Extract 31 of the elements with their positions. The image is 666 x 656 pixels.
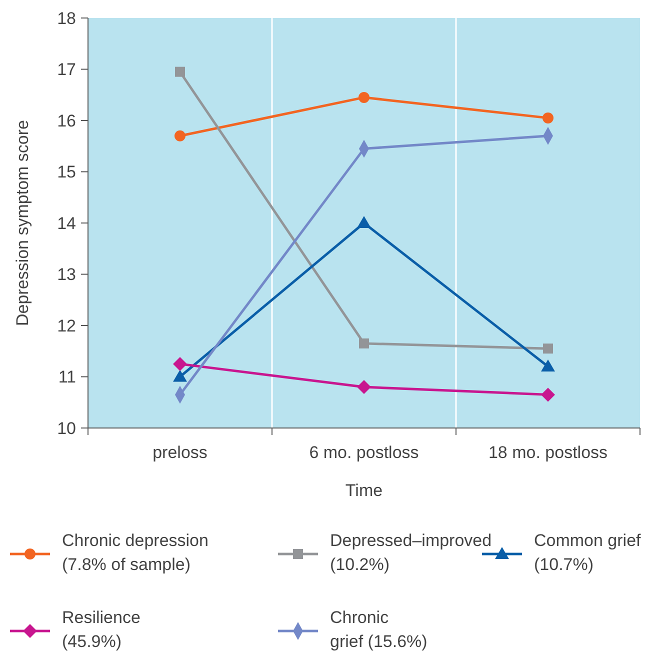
point — [543, 344, 553, 354]
point — [173, 356, 187, 371]
y-tick-label: 18 — [57, 8, 76, 28]
y-tick-label: 13 — [57, 265, 76, 284]
point — [357, 216, 371, 228]
point — [541, 388, 555, 402]
y-tick-label: 10 — [57, 418, 76, 438]
point — [357, 380, 371, 394]
x-axis-title: Time — [345, 481, 383, 500]
legend-label: Chronic depression (7.8% of sample) — [62, 531, 208, 574]
legend-label: Chronic grief (15.6%) — [330, 608, 428, 651]
y-tick-label: 15 — [57, 162, 76, 182]
y-tick-label: 16 — [57, 111, 76, 130]
y-tick-label: 11 — [58, 368, 76, 387]
legend-label: Depressed–improved (10.2%) — [330, 531, 492, 574]
x-tick-label: preloss — [152, 443, 208, 462]
y-tick-label: 12 — [57, 316, 76, 336]
y-tick-label: 17 — [57, 60, 76, 80]
point — [542, 112, 554, 124]
point — [174, 130, 186, 142]
x-tick-label: 18 mo. postloss — [488, 443, 608, 462]
y-tick-label: 14 — [57, 214, 76, 233]
legend-label: Resilience (45.9%) — [62, 608, 140, 651]
point — [541, 360, 555, 372]
point — [358, 92, 370, 103]
legend-label: Common grief (10.7%) — [534, 531, 642, 574]
point — [173, 370, 187, 382]
point — [359, 338, 369, 348]
x-tick-label: 6 mo. postloss — [309, 443, 419, 462]
point — [175, 66, 185, 77]
y-axis-title: Depression symptom score — [13, 120, 32, 326]
